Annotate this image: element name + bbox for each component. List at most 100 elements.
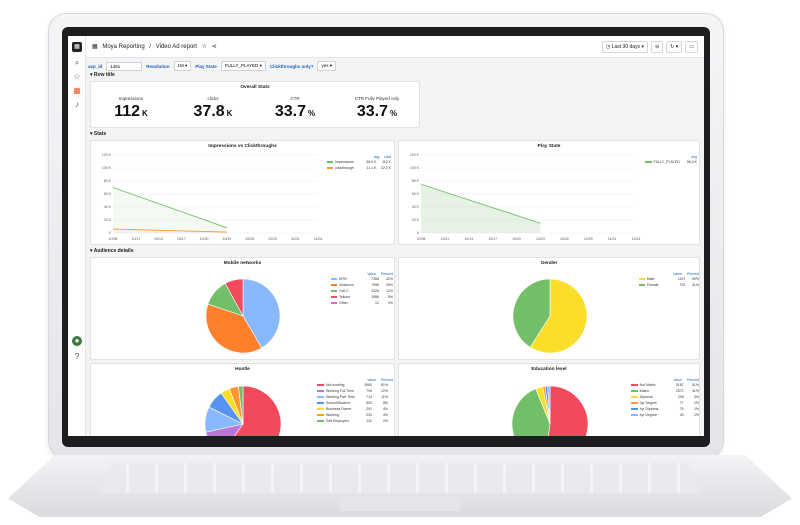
time-range-label: Last 30 days <box>611 44 641 50</box>
zoom-out-button[interactable]: ⊖ <box>650 41 664 53</box>
bell-icon[interactable]: ♪ <box>75 100 79 109</box>
var-select-play-state[interactable]: FULLY_PLAYED ▾ <box>220 61 266 71</box>
legend-item[interactable]: Not working 3960 61% <box>317 382 393 388</box>
star-icon[interactable]: ☆ <box>201 44 208 50</box>
var-select-clickthroughs[interactable]: yes ▾ <box>317 61 336 71</box>
legend-item[interactable]: 3yr Degree 77 1% <box>631 400 699 406</box>
legend-percent: 1% <box>693 407 699 411</box>
legend-value: 7358 <box>371 277 379 281</box>
x-tick-label: 11/04 <box>314 237 323 241</box>
pie-slice[interactable] <box>547 385 551 425</box>
legend-percent: 2% <box>382 419 388 423</box>
row-header-row-title[interactable]: ▾ Row title <box>90 72 115 78</box>
legend-item[interactable]: 4yr Degree 40 1% <box>631 412 699 418</box>
refresh-button[interactable]: ↻ ▾ <box>666 41 683 53</box>
legend-item[interactable]: Working 230 4% <box>317 412 393 418</box>
grafana-logo-icon[interactable]: ▦ <box>72 42 82 52</box>
legend-item[interactable]: Self Employed 131 2% <box>317 418 393 424</box>
pie-slice[interactable] <box>237 385 244 425</box>
share-icon[interactable]: ⋖ <box>211 44 217 50</box>
star-icon[interactable]: ☆ <box>73 72 81 81</box>
row-header-stats[interactable]: ▾ Stats <box>90 131 107 137</box>
pie-legend: Value Percent Male 1157 59% Female 792 41% <box>639 272 699 288</box>
legend-series-name: impressions <box>335 160 354 164</box>
pie-slice[interactable] <box>221 385 282 436</box>
legend-percent: 4% <box>382 407 388 411</box>
pie-slice[interactable] <box>205 303 263 354</box>
legend-item[interactable]: Male 1157 59% <box>639 276 699 282</box>
legend-percent: 8% <box>387 295 393 299</box>
avatar[interactable]: ● <box>72 336 82 346</box>
legend-column-header: avg <box>691 155 697 159</box>
y-tick-label: 40 K <box>412 205 420 209</box>
legend-slice-name: 3yr Degree <box>639 401 657 405</box>
legend-slice-name: Male <box>646 277 655 281</box>
legend-item[interactable]: School/Student 503 8% <box>317 400 393 406</box>
pie-slice[interactable] <box>529 278 588 354</box>
breadcrumb-page[interactable]: Video Ad report <box>155 44 197 50</box>
series-line <box>420 183 541 224</box>
legend-item[interactable]: Not Matric 3187 51% <box>631 382 699 388</box>
education-level-panel: Education level Value Percent Not Matric 31… <box>398 363 700 436</box>
legend-item[interactable]: clickthrough 11.1 K 22.2 K <box>327 165 391 171</box>
legend-swatch <box>327 161 334 163</box>
row-header-audience[interactable]: ▾ Audience details <box>90 248 134 254</box>
legend-item[interactable]: impressions 56.0 K 112 K <box>327 159 391 165</box>
legend-value: 12 <box>375 301 379 305</box>
legend-item[interactable]: Working Part Time 714 11% <box>317 394 393 400</box>
y-tick-label: 0 <box>109 231 111 235</box>
pie-slice[interactable] <box>512 278 551 348</box>
legend-item[interactable]: Vodacom 7056 39% <box>331 282 393 288</box>
row-title: Stats <box>93 131 107 137</box>
legend-percent: 51% <box>691 383 699 387</box>
legend-column-header: Value <box>367 378 376 382</box>
legend-slice-name: Female <box>646 283 659 287</box>
pie-slice[interactable] <box>224 278 244 317</box>
time-range-picker[interactable]: ◷ Last 30 days ▾ <box>601 41 648 53</box>
legend-item[interactable]: FULLY_PLAYED 56.0 K <box>645 159 697 165</box>
legend-item[interactable]: Telkom 1986 8% <box>331 294 393 300</box>
legend-item[interactable]: MTN 7358 42% <box>331 276 393 282</box>
pie-slice[interactable] <box>242 278 281 349</box>
panel-title: Hustle <box>235 367 250 372</box>
legend-slice-name: Working Part Time <box>326 395 355 399</box>
x-tick-label: 10/08 <box>417 237 426 241</box>
panel-title: Impressions vs Clickthroughs <box>208 144 277 149</box>
legend-item[interactable]: Diploma 206 3% <box>631 394 699 400</box>
legend-value: 3960 <box>364 383 372 387</box>
x-tick-label: 10/20 <box>512 237 521 241</box>
overall-stats-panel: Overall Stats Impressions 112 K clicks 37… <box>90 81 420 128</box>
pie-slice[interactable] <box>545 385 589 436</box>
legend-value: 77 <box>679 401 684 405</box>
legend-item[interactable]: Business Owner 291 4% <box>317 406 393 412</box>
legend-header: Value Percent <box>631 378 699 382</box>
x-tick-label: 11/04 <box>632 237 641 241</box>
tv-mode-button[interactable]: ▭ <box>685 41 698 53</box>
help-icon[interactable]: ? <box>74 352 80 361</box>
legend-item[interactable]: Matric 2572 41% <box>631 388 699 394</box>
legend-slice-name: Working <box>326 413 339 417</box>
legend-item[interactable]: Working Full Time 794 12% <box>317 388 393 394</box>
breadcrumb-root[interactable]: Moya Reporting <box>102 44 145 50</box>
x-tick-label: 10/29 <box>268 237 277 241</box>
y-tick-label: 60 K <box>104 192 112 196</box>
legend-value: 7056 <box>371 283 379 287</box>
y-tick-label: 100 K <box>102 166 112 170</box>
legend-item[interactable]: Other 12 0% <box>331 300 393 306</box>
top-bar: ▦ Moya Reporting / Video Ad report ☆ ⋖ ◷… <box>86 36 704 58</box>
legend-column-header: Percent <box>686 378 699 382</box>
panel-title: Education level <box>531 367 567 372</box>
var-input-asp-id[interactable]: 1451 <box>106 61 143 71</box>
chart-legend: avg FULLY_PLAYED 56.0 K <box>645 155 697 165</box>
legend-item[interactable]: Female 792 41% <box>639 282 699 288</box>
legend-swatch <box>331 296 338 298</box>
gender-panel: Gender Value Percent Male 1157 59% Female 792 4… <box>398 257 700 360</box>
legend-item[interactable]: Cell C 2326 12% <box>331 288 393 294</box>
var-select-resolution[interactable]: 1M ▾ <box>173 61 192 71</box>
legend-swatch <box>631 396 638 398</box>
dashboards-icon[interactable]: ▦ <box>73 86 81 95</box>
legend-item[interactable]: 4yr Diploma 76 1% <box>631 406 699 412</box>
legend-value: 2326 <box>371 289 379 293</box>
legend-total: 112 K <box>382 160 392 164</box>
search-icon[interactable]: ⌕ <box>74 58 80 67</box>
